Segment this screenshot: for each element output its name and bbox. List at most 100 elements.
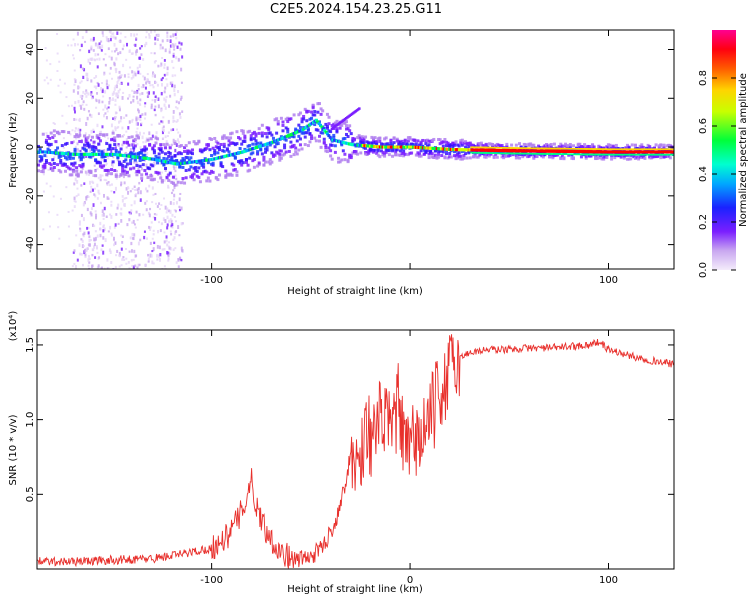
spectrogram-cell [324, 149, 328, 153]
spectrogram-noise-cell [181, 55, 184, 59]
spectrogram-noise-cell [168, 209, 171, 213]
spectrogram-noise-cell [106, 86, 109, 90]
spectrogram-noise-cell [74, 43, 77, 47]
spectrogram-noise-cell [133, 71, 136, 75]
spectrogram-cell [144, 147, 148, 151]
spectrogram-cell [49, 163, 53, 167]
spectrogram-noise-cell [85, 196, 88, 201]
spectrogram-noise-cell [130, 32, 133, 37]
spectrogram-cell [111, 131, 115, 135]
spectrogram-cell [248, 168, 252, 172]
spectrogram-cell [511, 153, 515, 157]
spectrogram-cell [257, 161, 261, 165]
spectrogram-cell [129, 159, 133, 163]
spectrogram-noise-cell [123, 181, 126, 185]
spectrogram-noise-cell [104, 164, 107, 167]
spectrogram-noise-cell [73, 249, 76, 253]
spectrogram-noise-cell [114, 36, 117, 40]
spectrogram-cell [387, 147, 391, 151]
spectrogram-cell [648, 145, 652, 149]
spectrogram-noise-cell [151, 186, 154, 190]
spectrogram-cell [200, 172, 204, 176]
spectrogram-noise-cell [93, 164, 96, 167]
spectrogram-noise-cell [89, 239, 92, 242]
spectrogram-cell [464, 140, 468, 144]
spectrogram-cell [187, 149, 191, 153]
spectrogram-noise-cell [133, 233, 136, 237]
spectrogram-noise-cell [72, 54, 75, 57]
spectrogram-cell [514, 156, 518, 160]
snr-y-tick-label: 1.0 [25, 412, 36, 428]
spectrogram-noise-cell [113, 243, 116, 247]
spectrogram-cell [252, 165, 256, 169]
spectrogram-noise-cell [115, 92, 118, 95]
spectrogram-noise-cell [136, 66, 139, 70]
spectrogram-noise-cell [74, 265, 77, 269]
spectrogram-noise-cell [128, 93, 131, 98]
spectrogram-noise-cell [108, 184, 111, 187]
spectrogram-cell [230, 173, 234, 177]
spectrogram-noise-cell [107, 47, 110, 51]
spectrogram-noise-cell [162, 137, 165, 140]
spectrogram-cell [257, 127, 261, 131]
spectrogram-cell [46, 142, 50, 146]
spectrogram-noise-cell [137, 167, 140, 172]
spectrogram-cell [403, 152, 407, 156]
spectrogram-noise-cell [144, 86, 147, 90]
spectrogram-cell [565, 144, 569, 148]
spectrogram-noise-cell [152, 193, 155, 196]
spectrogram-noise-cell [90, 129, 93, 134]
spectrogram-noise-cell [149, 207, 152, 211]
spectrogram-noise-cell [171, 44, 174, 48]
spectrogram-cell [102, 164, 106, 168]
spectrogram-cell [546, 144, 550, 148]
spectrogram-noise-cell [87, 110, 90, 113]
spectrogram-peak-cell [317, 122, 321, 126]
spectrogram-cell [465, 156, 469, 160]
spectrogram-cell [230, 162, 234, 166]
spectrogram-noise-cell [145, 237, 148, 240]
spectrogram-cell [413, 139, 417, 143]
spectrogram-cell [572, 144, 576, 148]
spectrogram-cell [300, 131, 304, 135]
spectrogram-cell [346, 160, 350, 164]
spectrogram-cell [449, 143, 453, 147]
spectrogram-noise-cell [87, 138, 90, 143]
spectrogram-cell [565, 145, 569, 149]
spectrogram-cell [348, 155, 352, 159]
spectrogram-cell [327, 122, 331, 126]
spectrogram-noise-cell [176, 45, 179, 49]
spectrogram-cell [664, 155, 668, 159]
spectrogram-noise-cell [101, 82, 104, 85]
spectrogram-noise-cell [180, 95, 183, 100]
spectrogram-noise-cell [111, 92, 114, 96]
spectrogram-cell [167, 173, 171, 177]
spectrogram-frame [36, 29, 675, 270]
spectrogram-noise-cell [77, 127, 80, 132]
colorbar-tick-label: 0.0 [698, 262, 709, 278]
spectrogram-cell [170, 157, 174, 161]
spectrogram-noise-cell [59, 78, 62, 81]
spectrogram-noise-cell [87, 226, 90, 230]
spectrogram-cell [267, 128, 271, 132]
spectrogram-noise-cell [178, 197, 181, 202]
spectrogram-noise-cell [42, 228, 45, 231]
spectrogram-cell [665, 144, 669, 148]
spectrogram-cell [113, 143, 117, 147]
spectrogram-peak-cell [314, 118, 318, 122]
spectrogram-noise-cell [114, 85, 117, 88]
spectrogram-cell [129, 167, 133, 171]
spectrogram-cell [143, 168, 147, 172]
spectrogram-noise-cell [172, 119, 175, 123]
spectrogram-cell [459, 154, 463, 158]
spectrogram-noise-cell [100, 87, 103, 91]
spectrogram-noise-cell [117, 143, 120, 146]
spectrogram-cell [654, 155, 658, 159]
spectrogram-noise-cell [147, 225, 150, 229]
spectrogram-cell [256, 141, 260, 145]
spectrogram-noise-cell [149, 253, 152, 258]
spectrogram-cell [291, 145, 295, 149]
spectrogram-cell [559, 142, 563, 146]
spectrogram-noise-cell [133, 90, 136, 95]
spectrogram-cell [483, 155, 487, 159]
